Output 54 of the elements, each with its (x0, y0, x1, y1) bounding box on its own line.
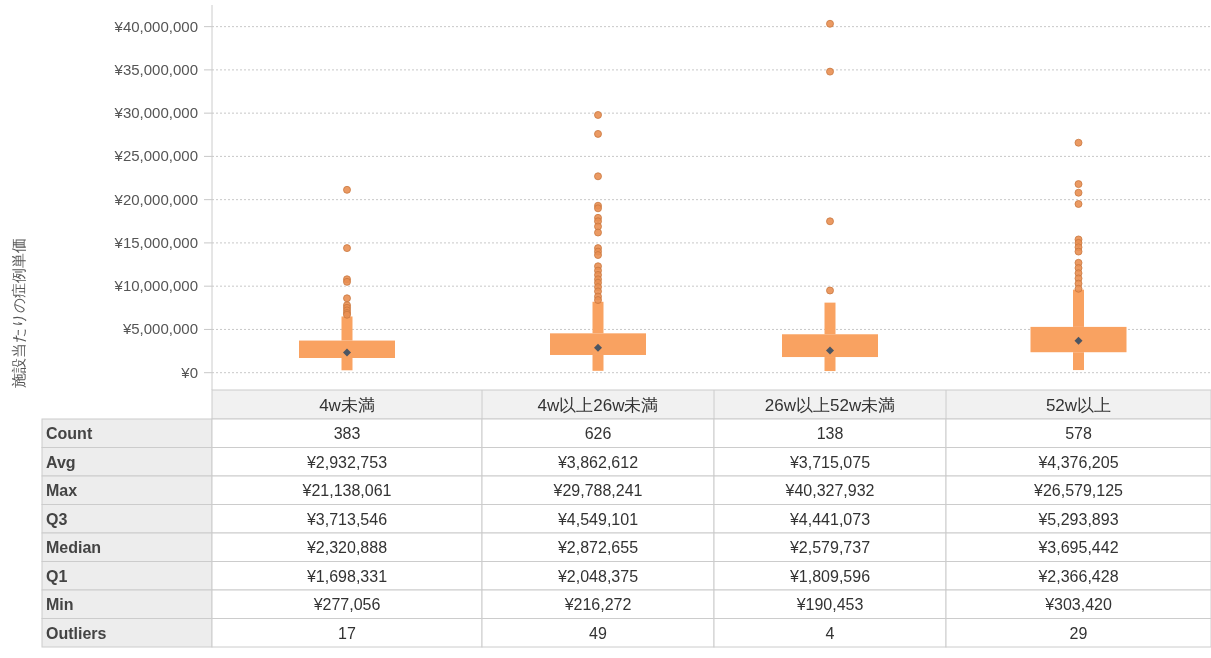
data-label: ¥4,441,073 (788, 510, 871, 528)
y-tick-label: Median (46, 539, 102, 556)
y-tick-label: ¥35,000,000 (113, 60, 198, 78)
data-label: 383 (333, 425, 361, 442)
data-label: ¥3,715,075 (788, 453, 871, 471)
data-label: 4 (825, 624, 835, 642)
data-label: ¥2,320,888 (305, 539, 388, 556)
data-label: 578 (1065, 425, 1092, 442)
data-label: ¥21,138,061 (301, 482, 392, 499)
x-tick-label: 26w以上52w未満 (764, 396, 896, 415)
data-label: ¥26,579,125 (1033, 482, 1124, 499)
x-tick-label: 4w未満 (319, 396, 375, 415)
y-tick-label: ¥30,000,000 (113, 104, 198, 122)
y-tick-label: Min (46, 596, 74, 613)
y-tick-label: ¥25,000,000 (113, 147, 198, 165)
y-tick-label: Count (46, 425, 93, 442)
y-tick-label: ¥20,000,000 (113, 190, 198, 208)
data-label: ¥4,376,205 (1037, 453, 1119, 471)
data-label: ¥2,579,737 (788, 539, 871, 556)
data-label: ¥2,366,428 (1037, 567, 1119, 585)
y-tick-label: ¥10,000,000 (113, 277, 198, 295)
data-label: ¥2,872,655 (556, 539, 639, 556)
data-label: ¥1,698,331 (305, 567, 388, 585)
x-tick-label: 52w以上 (1045, 396, 1112, 415)
data-label: ¥5,293,893 (1037, 510, 1119, 528)
x-tick-label: 4w以上26w未満 (537, 396, 659, 415)
data-label: ¥1,809,596 (788, 567, 871, 585)
data-label: ¥190,453 (795, 596, 864, 613)
data-label: ¥277,056 (312, 596, 381, 613)
y-tick-label: ¥0 (180, 363, 198, 381)
data-label: ¥40,327,932 (784, 482, 875, 499)
y-tick-label: Max (46, 482, 78, 499)
data-label: 29 (1069, 624, 1088, 642)
y-tick-label: Outliers (46, 624, 107, 642)
y-tick-label: Avg (46, 453, 76, 471)
data-label: ¥3,713,546 (305, 510, 388, 528)
y-axis-title: 施設当たりの症例単価 (10, 237, 27, 388)
y-tick-label: Q3 (46, 510, 68, 528)
y-tick-label: Q1 (46, 567, 68, 585)
data-label: ¥216,272 (563, 596, 632, 613)
data-label: 626 (584, 425, 612, 442)
data-label: 17 (338, 624, 356, 642)
y-tick-label: ¥40,000,000 (113, 17, 198, 35)
data-label: ¥2,048,375 (556, 567, 639, 585)
data-label: 138 (816, 425, 844, 442)
data-label: ¥29,788,241 (552, 482, 643, 499)
y-tick-label: ¥15,000,000 (113, 233, 198, 251)
y-tick-label: ¥5,000,000 (121, 320, 198, 338)
data-label: ¥2,932,753 (305, 453, 388, 471)
data-label: 49 (589, 624, 607, 642)
data-label: ¥3,695,442 (1037, 539, 1119, 556)
data-label: ¥3,862,612 (556, 453, 639, 471)
data-label: ¥303,420 (1044, 596, 1112, 613)
data-label: ¥4,549,101 (556, 510, 639, 528)
